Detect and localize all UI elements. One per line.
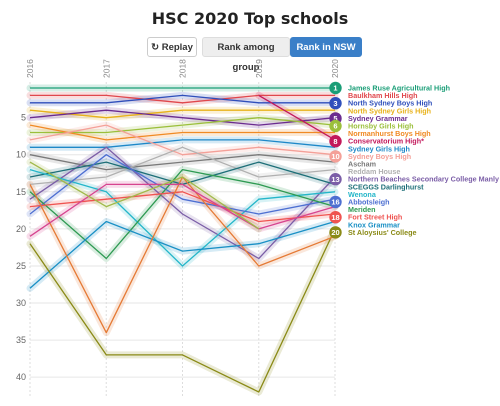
series-label-st-aloysius-college: St Aloysius' College (348, 228, 417, 237)
rank-badge-number: 18 (331, 213, 339, 222)
x-tick-label: 2019 (254, 59, 264, 78)
rank-badge-6 (329, 119, 342, 133)
series-label-normanhurst-boys-high: Normanhurst Boys High (348, 129, 431, 138)
series-line-hornsby-girls-high[interactable] (30, 117, 336, 134)
x-tick-label: 2018 (178, 59, 188, 78)
series-line-knox-grammar[interactable] (29, 220, 336, 289)
series-label-meriden: Meriden (348, 205, 376, 214)
series-label-sydney-boys-high: Sydney Boys High (348, 152, 411, 161)
series-line-sydney-grammar[interactable] (29, 109, 336, 126)
series-line-northern-beaches-secondary-college-manly[interactable] (29, 146, 336, 260)
x-tick-label: 2020 (330, 59, 340, 78)
rank-badge-13 (329, 173, 342, 186)
y-tick-label: 20 (16, 224, 26, 234)
series-line-sydney-boys-high[interactable] (29, 124, 336, 156)
series-label-abbotsleigh: Abbotsleigh (348, 198, 390, 207)
rank-among-group-button[interactable]: Rank among group (202, 37, 290, 73)
series-line-normanhurst-boys-high[interactable] (29, 124, 335, 141)
series-line-st-aloysius-college[interactable] (29, 228, 336, 393)
series-label-sydney-grammar: Sydney Grammar (348, 114, 408, 123)
series-line-sydney-girls-high[interactable] (30, 139, 336, 148)
series-label-north-sydney-girls-high: North Sydney Girls High (348, 106, 431, 115)
rank-badge-number: 5 (333, 114, 337, 123)
series-label-wenona: Wenona (348, 190, 377, 199)
series-line-unlabeled-21[interactable] (29, 183, 336, 237)
x-axis: 2016 2017 2018 2019 2020 (25, 59, 340, 78)
rank-badge-number: 6 (333, 122, 337, 131)
y-tick-label: 35 (16, 335, 26, 345)
x-tick-label: 2017 (101, 59, 111, 78)
y-tick-label: 40 (16, 372, 26, 382)
series-label-northern-beaches-secondary-college-manly: Northern Beaches Secondary College Manly (348, 175, 499, 184)
series-label-baulkham-hills-high: Baulkham Hills High (348, 91, 418, 100)
y-tick-label: 15 (16, 187, 26, 197)
rank-badge-1 (329, 81, 342, 95)
rank-badge-number: 8 (333, 137, 337, 146)
rank-badge-number: 20 (331, 228, 339, 237)
replay-label: Replay (161, 42, 193, 53)
series-label-ascham: Ascham (348, 160, 376, 169)
rank-in-nsw-button[interactable]: Rank in NSW (290, 37, 362, 57)
rank-badge-10 (329, 150, 342, 163)
y-tick-label: 10 (16, 150, 26, 160)
series-line-abbotsleigh[interactable] (29, 154, 336, 215)
series-line-reddam-house[interactable] (29, 146, 336, 186)
series-label-james-ruse-agricultural-high: James Ruse Agricultural High (348, 84, 450, 93)
replay-button[interactable]: ↻ Replay (147, 37, 197, 57)
x-tick-label: 2016 (25, 59, 35, 78)
series-line-meriden[interactable] (29, 168, 336, 260)
series-line-unlabeled-22[interactable] (29, 161, 260, 230)
replay-icon: ↻ (151, 42, 160, 53)
series-lines (29, 87, 336, 393)
rank-badge-18 (329, 211, 342, 224)
rank-badge-8 (329, 135, 342, 148)
y-tick-label: 30 (16, 298, 26, 308)
rank-badge-20 (329, 226, 342, 239)
series-label-fort-street-high: Fort Street High (348, 213, 402, 222)
series-label-reddam-house: Reddam House (348, 167, 400, 176)
rank-badge-number: 3 (333, 99, 337, 108)
rank-badge-number: 10 (331, 152, 339, 161)
series-line-conservatorium-high[interactable] (258, 94, 336, 141)
series-label-conservatorium-high: Conservatorium High* (348, 137, 424, 146)
rank-badge-number: 13 (331, 175, 339, 184)
series-line-wenona[interactable] (29, 168, 336, 267)
rank-badge-number: 16 (331, 198, 339, 207)
series-line-north-sydney-boys-high[interactable] (30, 94, 335, 104)
page-title: HSC 2020 Top schools (151, 9, 349, 28)
series-label-hornsby-girls-high: Hornsby Girls High (348, 122, 414, 131)
series-label-sceggs-darlinghurst: SCEGGS Darlinghurst (348, 182, 424, 191)
series-label-north-sydney-boys-high: North Sydney Boys High (348, 99, 432, 108)
y-tick-label: 5 (21, 113, 26, 123)
series-label-knox-grammar: Knox Grammar (348, 220, 400, 229)
y-tick-label: 25 (16, 261, 26, 271)
series-label-sydney-girls-high: Sydney Girls High (348, 144, 410, 153)
rank-badge-3 (329, 97, 342, 110)
rank-badge-16 (329, 195, 342, 209)
series-line-baulkham-hills-high[interactable] (30, 94, 335, 104)
y-axis: 5 10 15 20 25 30 35 40 (16, 113, 26, 383)
rank-badge-number: 1 (333, 84, 337, 93)
